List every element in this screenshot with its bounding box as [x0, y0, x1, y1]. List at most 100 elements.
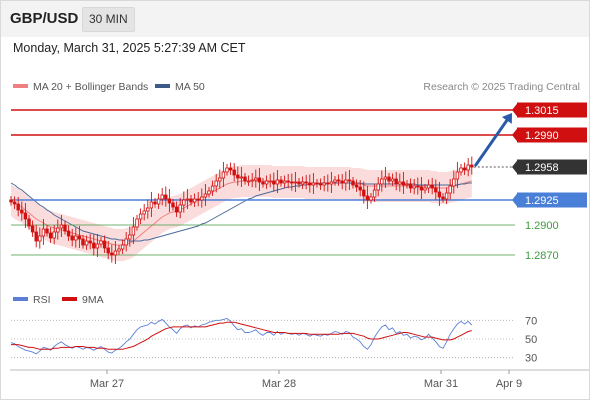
candle-body — [308, 182, 312, 186]
rsi-tick-label: 50 — [525, 334, 537, 346]
candle-body — [322, 182, 326, 186]
candle-body — [448, 185, 452, 194]
candle-body — [221, 171, 226, 179]
candle-body — [110, 252, 114, 256]
candle-body — [138, 213, 143, 220]
candle-body — [120, 244, 125, 250]
candle-body — [63, 224, 67, 232]
candle-body — [38, 235, 42, 242]
x-axis-tick-label: Mar 28 — [262, 378, 296, 390]
candle-body — [117, 248, 121, 252]
candle-body — [326, 182, 330, 185]
resistance-level-label-pointer — [512, 127, 518, 143]
candle-body — [459, 167, 463, 173]
candle-body — [466, 164, 470, 171]
candle-body — [272, 180, 276, 185]
symbol-title: GBP/USD — [10, 10, 79, 27]
candle-body — [286, 180, 290, 183]
candle-body — [426, 184, 431, 189]
candle-body — [264, 180, 269, 185]
candle-body — [196, 198, 200, 201]
candle-body — [390, 178, 395, 182]
candle-body — [106, 247, 110, 254]
candle-body — [203, 193, 208, 198]
candle-body — [333, 179, 337, 183]
candle-body — [416, 185, 420, 188]
chart-datetime: Monday, March 31, 2025 5:27:39 AM CET — [13, 41, 246, 55]
candle-body — [171, 202, 175, 208]
candle-body — [88, 240, 92, 244]
candle-body — [318, 183, 323, 186]
candle-body — [167, 198, 172, 204]
pivot-level-label-pointer — [512, 192, 518, 208]
candle-body — [279, 179, 283, 184]
candle-body — [9, 199, 13, 203]
candle-body — [369, 196, 373, 201]
candle-body — [358, 186, 362, 191]
candle-body — [376, 183, 380, 191]
candle-body — [124, 238, 128, 246]
candle-body — [70, 235, 74, 241]
candle-body — [239, 176, 244, 179]
ma20-legend-label: MA 20 + Bollinger Bands — [33, 81, 148, 93]
candle-body — [178, 204, 182, 213]
chart-header: GBP/USD 30 MIN — [0, 0, 590, 37]
candle-body — [268, 180, 272, 183]
candle-body — [261, 181, 265, 185]
candle-body — [41, 228, 46, 237]
candle-body — [236, 174, 240, 179]
rsi-legend-label: RSI — [33, 294, 51, 306]
candle-body — [200, 196, 204, 201]
support-level-label: 1.2900 — [525, 220, 559, 232]
candle-body — [128, 234, 132, 240]
rsi-ma-legend-swatch — [62, 297, 77, 301]
candle-body — [394, 178, 398, 185]
current-level-label-box — [517, 159, 587, 175]
candle-body — [340, 180, 344, 184]
candle-body — [434, 187, 438, 193]
candle-body — [444, 192, 449, 200]
timeframe-button[interactable]: 30 MIN — [82, 7, 135, 32]
candle-body — [243, 176, 247, 182]
rsi-ma-legend-label: 9MA — [82, 294, 104, 306]
rsi-panel: 70 50 30 — [10, 315, 537, 365]
candle-body — [452, 178, 456, 187]
candle-body — [383, 176, 388, 180]
rsi-tick-label: 70 — [525, 315, 537, 327]
projection-arrow — [474, 113, 512, 167]
candle-body — [156, 198, 161, 205]
candle-body — [84, 240, 89, 246]
resistance-level-label: 1.2990 — [525, 130, 559, 142]
candle-body — [419, 186, 424, 191]
candle-body — [142, 210, 146, 215]
support-level-label: 1.2870 — [525, 250, 559, 262]
candle-body — [45, 228, 49, 234]
x-axis-tick-label: Apr 9 — [496, 378, 522, 390]
candle-body — [462, 167, 467, 171]
projection-arrow-head — [501, 113, 512, 124]
candle-body — [20, 209, 24, 214]
resistance-level-label-pointer — [512, 102, 518, 118]
candle-body — [304, 181, 308, 184]
candle-body — [372, 189, 377, 198]
candle-body — [275, 179, 280, 185]
candle-body — [207, 190, 211, 195]
candle-body — [160, 194, 164, 200]
candle-body — [290, 181, 294, 184]
candle-body — [185, 198, 190, 201]
resistance-level-label: 1.3015 — [525, 105, 559, 117]
candle-body — [228, 167, 233, 171]
candle-body — [189, 198, 193, 203]
candle-body — [81, 238, 85, 246]
candle-body — [329, 181, 334, 185]
candle-body — [30, 225, 35, 233]
x-axis: Mar 27 Mar 28 Mar 31 Apr 9 — [90, 370, 522, 390]
candle-body — [387, 176, 391, 182]
candle-body — [408, 183, 413, 189]
candle-body — [232, 169, 236, 176]
pivot-level-label-box — [517, 192, 587, 208]
candle-body — [34, 231, 38, 242]
candle-body — [470, 164, 474, 168]
candle-body — [74, 235, 78, 241]
candle-body — [297, 181, 301, 185]
